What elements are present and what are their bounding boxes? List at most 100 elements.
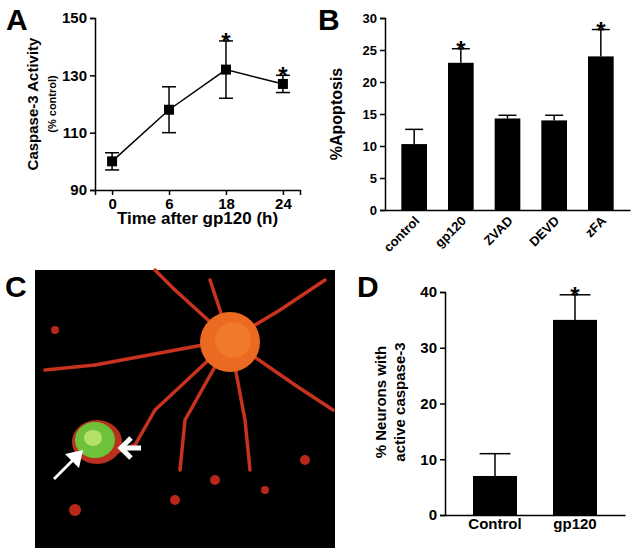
figure-canvas: 90110130150061824**ACaspase-3 Activity(%… <box>0 0 640 555</box>
bar <box>541 120 567 210</box>
error-bar <box>405 129 423 144</box>
error-bar <box>105 153 119 170</box>
y-tick-label: 30 <box>363 11 377 26</box>
y-tick-mark <box>440 515 445 517</box>
line <box>112 70 283 162</box>
error-bar <box>545 115 563 120</box>
y-tick-label: 25 <box>363 43 377 58</box>
x-tick: Control <box>468 515 521 532</box>
y-tick-label: 40 <box>420 283 437 300</box>
x-tick: zFA <box>582 210 609 240</box>
marks <box>401 30 613 210</box>
error-bar-cap <box>162 132 176 134</box>
y-tick-mark <box>440 348 445 350</box>
significance-label: * <box>221 28 231 55</box>
x-tick-label: control <box>381 213 423 255</box>
y-tick-label: 110 <box>63 124 87 141</box>
panel-letter: A <box>6 3 28 36</box>
y-tick: 25 <box>363 43 385 58</box>
marks <box>473 295 597 515</box>
significance-label: * <box>456 36 466 63</box>
y-tick-mark <box>380 114 385 116</box>
panel-a: 90110130150061824**ACaspase-3 Activity(%… <box>6 3 301 228</box>
x-tick-label: ZVAD <box>481 213 516 248</box>
bar <box>401 144 427 210</box>
error-bar-stem <box>553 115 555 120</box>
x-tick: control <box>381 210 423 255</box>
x-tick-label: zFA <box>582 213 609 240</box>
error-bar-cap <box>480 453 511 455</box>
y-tick: 30 <box>363 11 385 26</box>
error-bar-stem <box>413 129 415 144</box>
y-tick: 10 <box>420 451 445 468</box>
y-tick-label: 15 <box>363 107 377 122</box>
y-axis: 0 5 10 15 20 25 30 <box>363 11 386 218</box>
error-bar-cap <box>219 98 233 100</box>
y-tick: 10 <box>363 139 385 154</box>
y-tick: 20 <box>363 75 385 90</box>
y-tick-label: 30 <box>420 339 437 356</box>
panel-letter: B <box>318 3 340 36</box>
x-axis-line <box>96 191 301 196</box>
y-tick-mark <box>90 190 95 192</box>
debris <box>69 504 81 516</box>
x-tick: gp120 <box>553 515 596 532</box>
y-tick: 20 <box>420 395 445 412</box>
marker <box>107 156 117 166</box>
y-tick-label: 20 <box>363 75 377 90</box>
y-tick: 0 <box>429 506 445 523</box>
error-bar-cap <box>105 152 119 154</box>
y-axis-title: %Apoptosis <box>328 68 345 161</box>
debris <box>210 475 220 485</box>
apoptotic-cell-core <box>84 430 102 446</box>
x-tick: 0 <box>108 190 116 212</box>
y-tick-mark <box>440 292 445 294</box>
y-axis-line <box>440 293 446 516</box>
marker <box>164 105 174 115</box>
y-tick-mark <box>380 210 385 212</box>
neurite <box>45 365 95 370</box>
y-tick-mark <box>380 18 385 20</box>
y-tick-mark <box>90 18 95 20</box>
error-bar <box>499 115 517 118</box>
y-tick-label: 0 <box>429 506 437 523</box>
marker <box>221 65 231 75</box>
y-tick: 5 <box>370 171 385 186</box>
panel-c: C <box>5 270 335 548</box>
y-tick-label: 130 <box>62 67 87 84</box>
x-tick: DEVD <box>526 210 562 249</box>
y-tick: 30 <box>420 339 445 356</box>
error-bar-cap <box>276 92 290 94</box>
x-tick-label: gp120 <box>553 515 596 532</box>
error-bar-cap <box>499 115 517 117</box>
y-axis-title: Caspase-3 Activity <box>24 37 41 170</box>
y-axis-title: % Neurons with <box>372 346 389 459</box>
y-axis-title: (% control) <box>46 75 58 133</box>
y-tick-label: 150 <box>62 9 87 26</box>
x-tick-label: gp120 <box>432 213 469 250</box>
y-tick-mark <box>90 75 95 77</box>
panel-b: 0 5 10 15 20 25 30 controlgp120 ZVAD DEVD zFA * * B %A… <box>318 3 631 255</box>
y-tick-mark <box>380 178 385 180</box>
error-bar-cap <box>545 115 563 117</box>
y-tick: 40 <box>420 283 445 300</box>
error-bar <box>480 454 511 476</box>
neurite <box>155 270 175 290</box>
bar <box>495 118 521 210</box>
bar <box>473 476 517 515</box>
x-tick: ZVAD <box>481 210 516 248</box>
y-tick: 15 <box>363 107 385 122</box>
error-bar-cap <box>105 169 119 171</box>
y-tick: 0 <box>370 203 385 218</box>
x-tick: gp120 <box>432 210 469 250</box>
y-tick-mark <box>90 132 95 134</box>
y-tick-label: 0 <box>370 203 377 218</box>
debris <box>261 486 269 494</box>
y-axis-title: active caspase-3 <box>391 342 408 461</box>
x-axis: controlgp120 ZVAD DEVD zFA <box>381 210 631 255</box>
y-tick-label: 10 <box>420 451 437 468</box>
x-axis-title: Time after gp120 (h) <box>117 209 278 228</box>
significance-label: * <box>596 17 606 44</box>
micrograph <box>45 270 333 516</box>
y-axis: 90110130150 <box>62 9 96 198</box>
